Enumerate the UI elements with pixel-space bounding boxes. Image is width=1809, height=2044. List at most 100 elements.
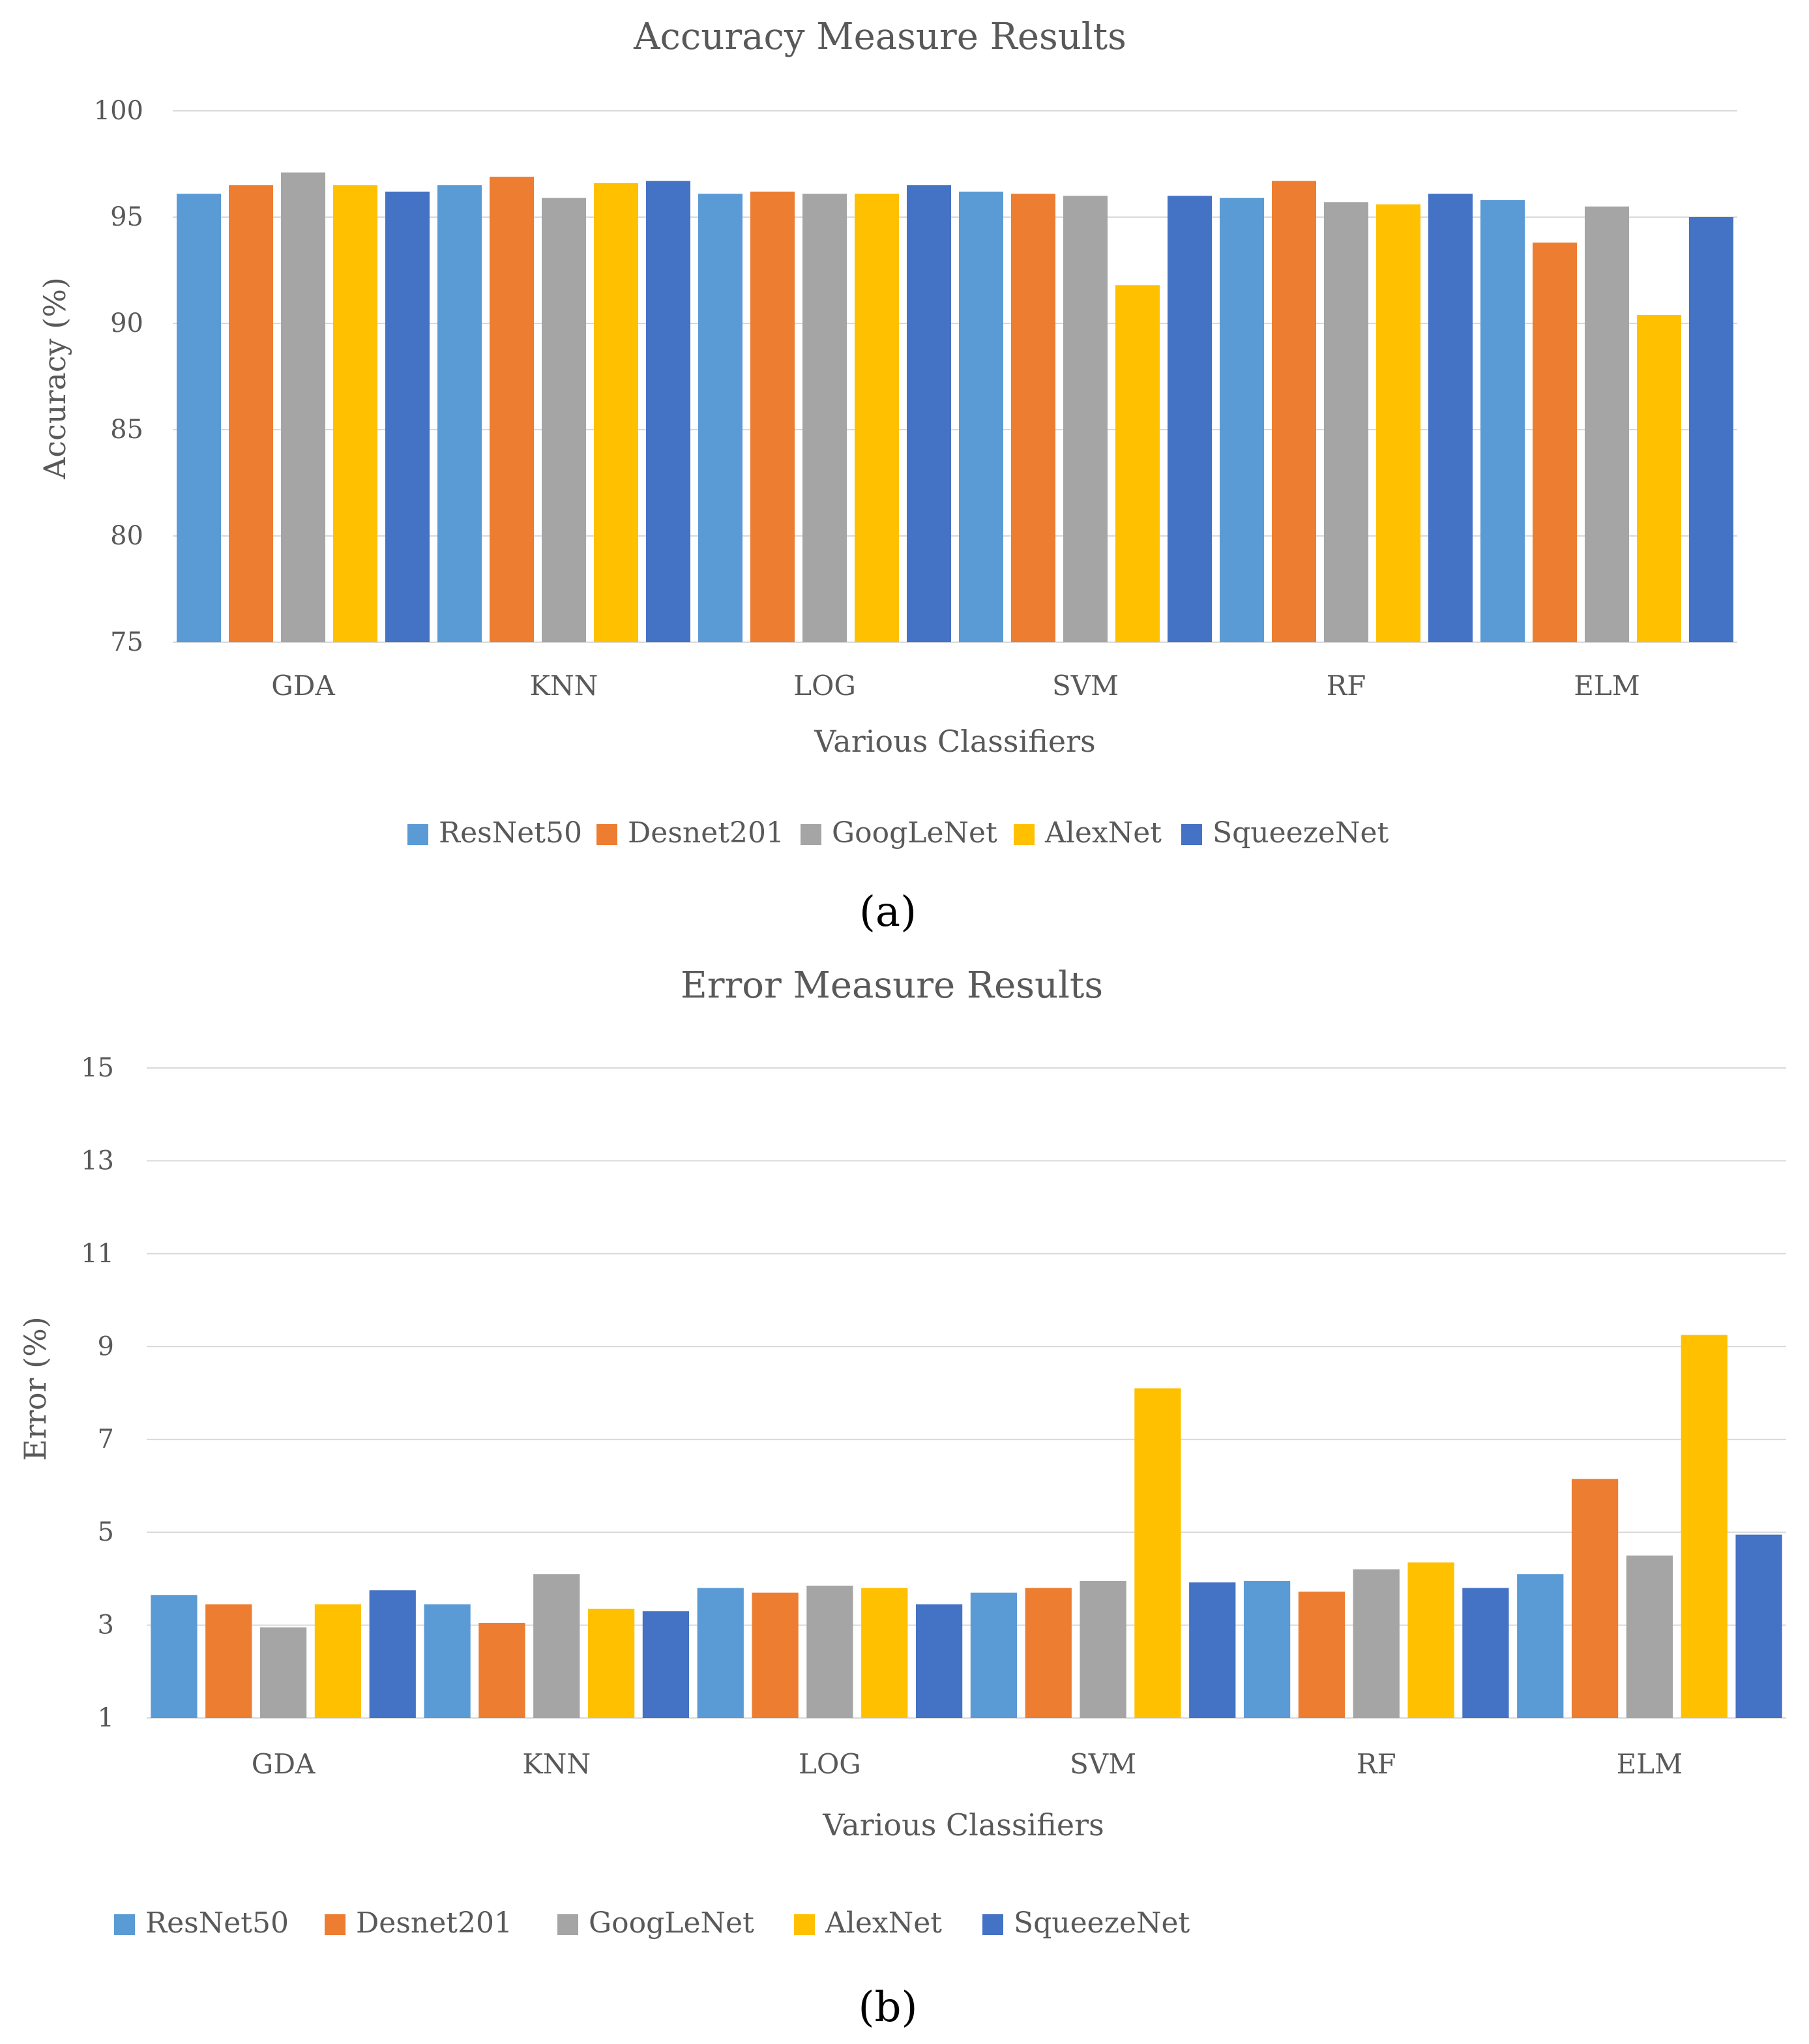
panel-label-a: (a) [859, 888, 917, 936]
accuracy-bar-rf-squeezenet [1428, 194, 1473, 642]
accuracy-y-tick-label: 85 [110, 415, 143, 445]
accuracy-x-tick-label-elm: ELM [1574, 670, 1640, 702]
accuracy-x-ticks: GDA KNN LOG SVM RF ELM [271, 670, 1640, 702]
accuracy-bar-knn-googlenet [542, 198, 586, 642]
error-x-ticks: GDA KNN LOG SVM RF ELM [252, 1748, 1683, 1780]
legend-label-squeezenet: SqueezeNet [1213, 816, 1389, 850]
error-y-tick-label: 5 [98, 1517, 114, 1547]
accuracy-bar-svm-squeezenet [1168, 196, 1212, 642]
accuracy-bar-log-desnet201 [750, 191, 795, 642]
error-bar-svm-squeezenet [1189, 1582, 1236, 1718]
error-bar-svm-googlenet [1080, 1580, 1126, 1718]
legend-swatch-squeezenet [1181, 824, 1202, 845]
accuracy-bar-svm-googlenet [1063, 196, 1108, 642]
error-y-tick-label: 13 [81, 1146, 114, 1176]
legend-label-alexnet: AlexNet [1044, 816, 1162, 850]
accuracy-y-ticks: 75 80 85 90 95 100 [94, 96, 143, 657]
error-bar-knn-desnet201 [478, 1623, 525, 1718]
accuracy-y-tick-label: 75 [110, 627, 143, 657]
error-bar-elm-alexnet [1681, 1335, 1728, 1718]
error-bar-rf-alexnet [1407, 1562, 1454, 1718]
accuracy-y-tick-label: 100 [94, 96, 143, 126]
legend-label-alexnet: AlexNet [825, 1906, 942, 1940]
accuracy-bars [177, 172, 1733, 643]
error-bar-log-alexnet [861, 1588, 908, 1718]
accuracy-bar-gda-squeezenet [385, 191, 430, 642]
legend-label-desnet201: Desnet201 [628, 816, 784, 850]
legend-label-resnet50: ResNet50 [145, 1906, 289, 1940]
error-bar-knn-alexnet [587, 1608, 635, 1718]
accuracy-bar-log-squeezenet [907, 185, 951, 643]
accuracy-bar-knn-alexnet [594, 183, 638, 643]
error-y-tick-label: 15 [81, 1053, 114, 1083]
accuracy-bar-knn-resnet50 [437, 185, 482, 643]
accuracy-y-tick-label: 95 [110, 202, 143, 232]
accuracy-gridlines [173, 110, 1737, 643]
accuracy-bar-elm-alexnet [1637, 314, 1681, 642]
accuracy-bar-rf-desnet201 [1272, 181, 1316, 643]
error-bar-rf-squeezenet [1462, 1588, 1509, 1718]
accuracy-bar-elm-desnet201 [1533, 243, 1577, 642]
accuracy-bar-rf-googlenet [1324, 202, 1368, 642]
panel-label-b: (b) [859, 1983, 918, 2032]
error-bar-log-googlenet [806, 1586, 853, 1718]
legend-swatch-squeezenet [982, 1914, 1003, 1935]
error-bar-elm-squeezenet [1735, 1534, 1782, 1718]
error-bar-rf-resnet50 [1243, 1580, 1291, 1718]
legend-swatch-alexnet [794, 1914, 815, 1935]
error-y-tick-label: 3 [98, 1610, 114, 1640]
error-x-axis-title: Various Classifiers [822, 1807, 1104, 1843]
accuracy-x-tick-label-gda: GDA [271, 670, 335, 702]
error-bar-rf-desnet201 [1298, 1592, 1346, 1718]
error-x-tick-label-rf: RF [1357, 1748, 1396, 1780]
error-bar-svm-desnet201 [1025, 1588, 1072, 1718]
accuracy-bar-svm-resnet50 [959, 191, 1003, 642]
accuracy-bar-gda-googlenet [281, 172, 325, 642]
accuracy-bar-elm-resnet50 [1480, 200, 1525, 642]
legend-label-desnet201: Desnet201 [356, 1906, 512, 1940]
accuracy-bar-gda-alexnet [333, 185, 377, 643]
error-x-tick-label-svm: SVM [1070, 1748, 1136, 1780]
error-bar-knn-resnet50 [424, 1604, 471, 1718]
error-y-tick-label: 7 [98, 1425, 114, 1455]
accuracy-bar-elm-squeezenet [1689, 217, 1733, 642]
error-bar-knn-googlenet [533, 1574, 580, 1718]
legend-swatch-alexnet [1014, 824, 1035, 845]
accuracy-bar-rf-resnet50 [1220, 198, 1264, 642]
error-y-tick-label: 11 [81, 1239, 114, 1269]
error-bar-svm-alexnet [1134, 1388, 1181, 1718]
legend-label-resnet50: ResNet50 [439, 816, 582, 850]
accuracy-bar-svm-desnet201 [1011, 194, 1055, 642]
error-gridlines [147, 1067, 1786, 1719]
legend-label-googlenet: GoogLeNet [832, 816, 997, 850]
error-bar-log-desnet201 [752, 1592, 799, 1718]
error-y-axis-title: Error (%) [18, 1316, 53, 1460]
accuracy-y-tick-label: 90 [110, 308, 143, 338]
error-x-tick-label-knn: KNN [522, 1748, 591, 1780]
accuracy-bar-log-googlenet [802, 194, 847, 642]
error-bar-gda-alexnet [314, 1604, 362, 1718]
error-x-tick-label-elm: ELM [1617, 1748, 1683, 1780]
error-bar-svm-resnet50 [970, 1592, 1018, 1718]
error-bar-log-resnet50 [697, 1588, 744, 1718]
legend-swatch-googlenet [557, 1914, 578, 1935]
accuracy-bar-log-alexnet [855, 194, 899, 642]
accuracy-x-tick-label-svm: SVM [1052, 670, 1119, 702]
error-chart-title: Error Measure Results [681, 964, 1103, 1007]
error-bar-gda-squeezenet [369, 1590, 416, 1718]
accuracy-bar-gda-desnet201 [229, 185, 273, 643]
error-x-tick-label-log: LOG [799, 1748, 861, 1780]
accuracy-legend: ResNet50 Desnet201 GoogLeNet AlexNet Squeeze… [407, 816, 1389, 850]
legend-swatch-desnet201 [596, 824, 617, 845]
error-bar-gda-resnet50 [151, 1595, 198, 1718]
accuracy-x-tick-label-knn: KNN [530, 670, 598, 702]
error-bar-elm-googlenet [1626, 1555, 1673, 1718]
accuracy-bar-rf-alexnet [1376, 204, 1420, 642]
legend-label-squeezenet: SqueezeNet [1014, 1906, 1190, 1940]
accuracy-x-tick-label-log: LOG [793, 670, 856, 702]
legend-swatch-googlenet [801, 824, 821, 845]
error-y-tick-label: 1 [98, 1703, 114, 1733]
